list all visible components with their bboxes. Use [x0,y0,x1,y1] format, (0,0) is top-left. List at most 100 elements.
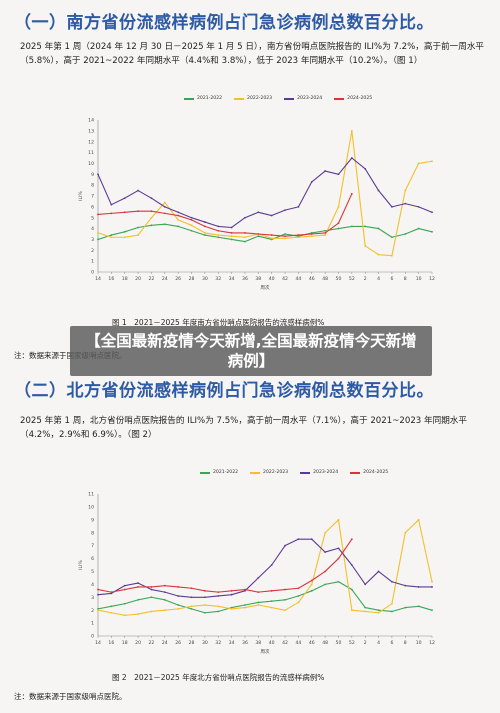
data-point-2024-2025 [110,591,113,594]
legend-swatch [300,471,311,474]
data-point-2022-2023 [203,232,206,234]
data-point-2022-2023 [217,234,220,236]
chart-1-legend: 2021-2022 2022-2023 2023-2024 2024-2025 [184,96,372,101]
x-tick-label: 52 [349,276,355,282]
legend-label: 2022-2023 [263,470,289,475]
data-point-2023-2024 [97,173,99,176]
series-line-2023-2024 [97,538,432,598]
data-point-2021-2022 [297,595,300,597]
data-point-2024-2025 [230,589,233,592]
data-point-2021-2022 [310,589,313,592]
data-point-2023-2024 [217,595,220,597]
section-1-title: （一）南方省份流感样病例占门急诊病例总数百分比。 [14,13,434,33]
x-tick-label: 40 [269,640,275,646]
data-point-2022-2023 [350,129,353,132]
legend-swatch [350,471,361,474]
data-point-2021-2022 [217,236,220,239]
x-tick-label: 52 [349,640,355,646]
legend-swatch [200,471,210,474]
data-point-2024-2025 [110,212,113,215]
series-line-2021-2022 [97,581,433,614]
data-point-2022-2023 [110,236,113,239]
x-tick-label: 50 [336,640,342,646]
y-tick-label: 14 [88,118,94,124]
data-point-2023-2024 [190,596,193,599]
data-point-2022-2023 [137,234,139,236]
series-line-2022-2023 [97,130,433,257]
legend-entry-2024-2025: 2024-2025 [334,96,372,101]
data-point-2024-2025 [270,589,273,592]
y-tick-label: 10 [88,161,94,167]
y-tick-label: 1 [91,259,94,265]
data-point-2021-2022 [324,229,327,232]
legend-label: 2021-2022 [197,96,223,101]
data-point-2021-2022 [177,604,180,606]
data-point-2022-2023 [230,235,233,238]
data-point-2023-2024 [270,214,273,217]
x-tick-label: 22 [149,640,155,646]
data-point-2023-2024 [337,173,340,176]
x-axis-label: 周次 [260,284,270,291]
legend-entry-2021-2022: 2021-2022 [200,470,238,475]
legend-label: 2023-2024 [297,96,323,101]
data-point-2023-2024 [310,180,313,183]
data-point-2024-2025 [244,232,246,234]
y-tick-label: 7 [91,543,94,549]
data-point-2021-2022 [244,604,246,606]
data-point-2024-2025 [177,214,180,217]
legend-entry-2023-2024: 2023-2024 [300,470,338,475]
y-tick-label: 0 [91,270,94,276]
x-tick-label: 46 [309,276,315,282]
y-tick-label: 2 [91,248,94,254]
y-tick-label: 4 [91,226,94,232]
data-point-2022-2023 [310,583,313,586]
data-point-2023-2024 [431,586,433,588]
data-point-2022-2023 [404,531,407,534]
y-tick-label: 12 [88,139,94,145]
data-point-2021-2022 [123,602,126,605]
data-point-2023-2024 [244,216,246,219]
x-tick-label: 36 [242,276,248,282]
section-2-title: （二）北方省份流感样病例占门急诊病例总数百分比。 [14,381,434,401]
y-tick-label: 11 [88,492,94,498]
data-point-2021-2022 [177,225,180,228]
x-tick-label: 30 [202,640,208,646]
data-point-2024-2025 [337,557,340,560]
data-point-2022-2023 [297,236,300,239]
data-point-2022-2023 [177,218,180,221]
x-tick-label: 2 [364,276,367,282]
y-tick-label: 2 [91,608,94,614]
x-tick-label: 48 [322,276,328,282]
data-point-2021-2022 [137,226,139,229]
legend-swatch [234,97,245,100]
x-tick-label: 38 [255,640,261,646]
y-tick-label: 13 [88,128,94,134]
data-point-2022-2023 [270,606,273,609]
data-point-2024-2025 [203,589,206,592]
legend-label: 2022-2023 [247,96,273,101]
data-point-2022-2023 [203,604,206,606]
data-point-2021-2022 [244,240,246,243]
series-line-2024-2025 [97,538,353,593]
data-point-2023-2024 [324,170,327,172]
data-point-2023-2024 [123,197,126,200]
data-point-2023-2024 [417,205,420,208]
data-point-2021-2022 [337,227,340,230]
y-tick-label: 0 [91,634,94,640]
data-point-2023-2024 [123,584,126,587]
data-point-2024-2025 [310,579,313,582]
data-point-2022-2023 [391,602,393,605]
x-tick-label: 32 [215,276,221,282]
x-tick-label: 50 [336,276,342,282]
data-point-2023-2024 [324,551,327,553]
legend-label: 2021-2022 [213,470,239,475]
data-point-2021-2022 [190,607,193,610]
data-point-2023-2024 [364,167,367,170]
x-tick-label: 4 [377,640,380,646]
x-axis-label: 周次 [260,648,270,655]
data-point-2024-2025 [217,229,220,232]
x-tick-label: 10 [416,640,422,646]
data-point-2021-2022 [110,234,113,236]
y-tick-label: 4 [91,582,94,588]
x-tick-label: 40 [269,276,275,282]
